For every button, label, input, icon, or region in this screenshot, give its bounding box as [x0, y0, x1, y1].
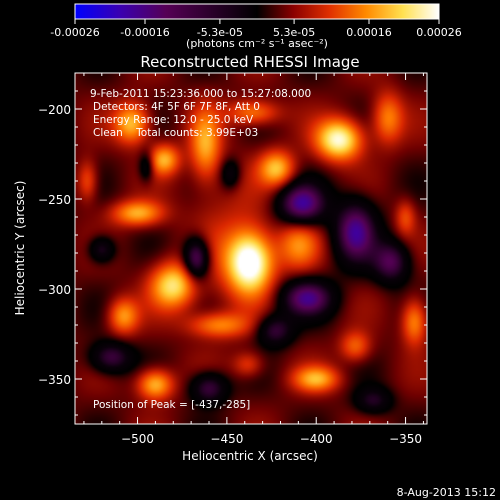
annotation-time: 9-Feb-2011 15:23:36.000 to 15:27:08.000 [90, 88, 311, 100]
colorbar-tick-label: -5.3e-05 [197, 26, 243, 39]
colorbar [74, 3, 440, 20]
annotation-energy: Energy Range: 12.0 - 25.0 keV [93, 114, 254, 126]
y-tick-label: −350 [38, 373, 71, 387]
colorbar-tick-label: -0.00016 [120, 26, 169, 39]
colorbar-tick-label: -0.00026 [50, 26, 99, 39]
plot-frame [74, 72, 428, 425]
y-tick-label: −250 [38, 193, 71, 207]
annotation-peak: Position of Peak = [-437,-285] [93, 399, 250, 411]
colorbar-ticks: -0.00026 -0.00016 -5.3e-05 5.3e-05 0.00016 0.… [50, 19, 462, 39]
colorbar-tick-label: 0.00016 [346, 26, 392, 39]
chart-title: Reconstructed RHESSI Image [140, 53, 359, 71]
x-tick-label: −350 [389, 432, 422, 446]
y-tick-label: −300 [38, 283, 71, 297]
x-tick-label: −400 [300, 432, 333, 446]
y-tick-label: −200 [38, 103, 71, 117]
axes: −500 −450 −400 −350 −200 −250 −300 −350 [38, 72, 427, 446]
y-axis-label: Heliocentric Y (arcsec) [13, 181, 27, 316]
x-tick-label: −500 [121, 432, 154, 446]
footer-timestamp: 8-Aug-2013 15:12 [397, 486, 496, 499]
annotation-detectors: Detectors: 4F 5F 6F 7F 8F, Att 0 [93, 101, 260, 113]
colorbar-tick-label: 0.00026 [416, 26, 462, 39]
colorbar-unit-label: (photons cm⁻² s⁻¹ asec⁻²) [186, 37, 328, 50]
colorbar-tick-label: 5.3e-05 [273, 26, 315, 39]
annotation-clean: Clean Total counts: 3.99E+03 [93, 127, 258, 139]
heatmap-image [75, 73, 427, 424]
x-axis-label: Heliocentric X (arcsec) [182, 449, 318, 463]
x-tick-label: −450 [210, 432, 243, 446]
